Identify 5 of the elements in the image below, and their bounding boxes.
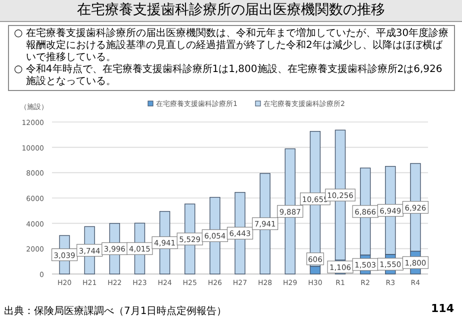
text: ○ 令和4年時点で、在宅療養支援歯科診療所1は1,800施設、在宅療養支援歯科診療所2は6,926施設となっている。 (14, 64, 444, 88)
chart-title: 在宅療養支援歯科診療所の届出医療機関数の推移 (0, 0, 462, 22)
text: ○ 在宅療養支援歯科診療所の届出医療機関数は、令和元年まで増加していたが、平成30年度診療報酬改定における施設基準の見直しの経過措置が終了した令和2年は減少し、以降はほぼ横ばいで推移している。 (14, 28, 449, 64)
source-note: 出典：保険局医療課調べ（7月1日時点定例報告） (4, 304, 227, 318)
text: 114 (431, 302, 454, 315)
